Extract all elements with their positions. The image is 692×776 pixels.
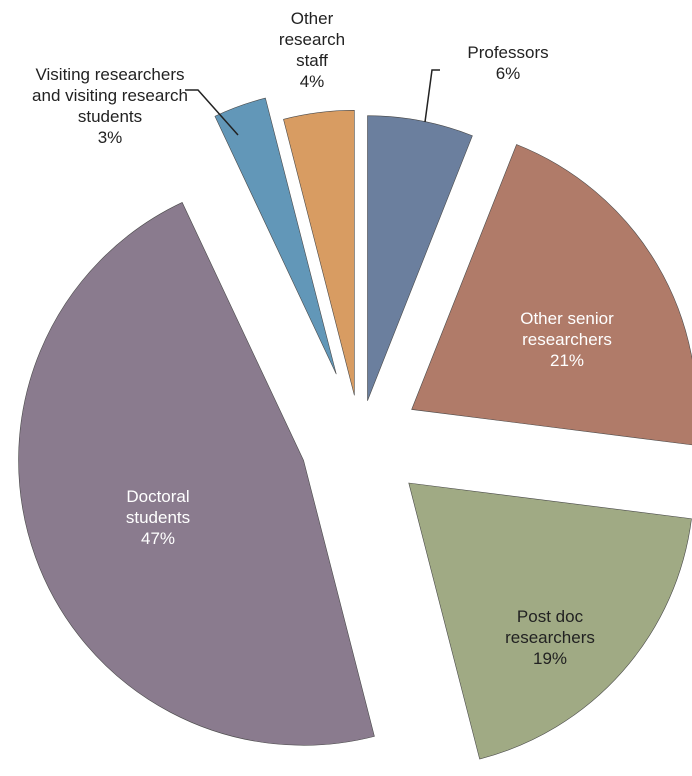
leader-line (185, 89, 239, 136)
pie-slice (214, 97, 337, 375)
leader-line (424, 69, 440, 123)
pie-slice (411, 144, 692, 446)
category-label: Post doc researchers (505, 607, 595, 647)
value-label: 47% (140, 529, 176, 548)
category-label: Other senior researchers (520, 309, 614, 349)
pie-slice (18, 202, 375, 746)
slice-label: Post doc researchers 19% (485, 606, 615, 669)
value-label: 6% (495, 64, 521, 83)
value-label: 19% (532, 649, 568, 668)
slice-label: Doctoral students 47% (98, 486, 218, 549)
category-label: Other research staff (278, 9, 346, 70)
value-label: 3% (97, 128, 123, 147)
category-label: Visiting researchers and visiting resear… (32, 65, 188, 126)
slice-label: Visiting researchers and visiting resear… (20, 64, 200, 148)
value-label: 21% (549, 351, 585, 370)
value-label: 4% (299, 72, 325, 91)
pie-slice (367, 115, 473, 401)
pie-slice (408, 482, 692, 760)
slice-label: Professors 6% (443, 42, 573, 84)
pie-slice (283, 110, 355, 396)
slice-label: Other research staff 4% (272, 8, 352, 92)
slice-label: Other senior researchers 21% (492, 308, 642, 371)
category-label: Professors (467, 43, 549, 62)
category-label: Doctoral students (125, 487, 191, 527)
